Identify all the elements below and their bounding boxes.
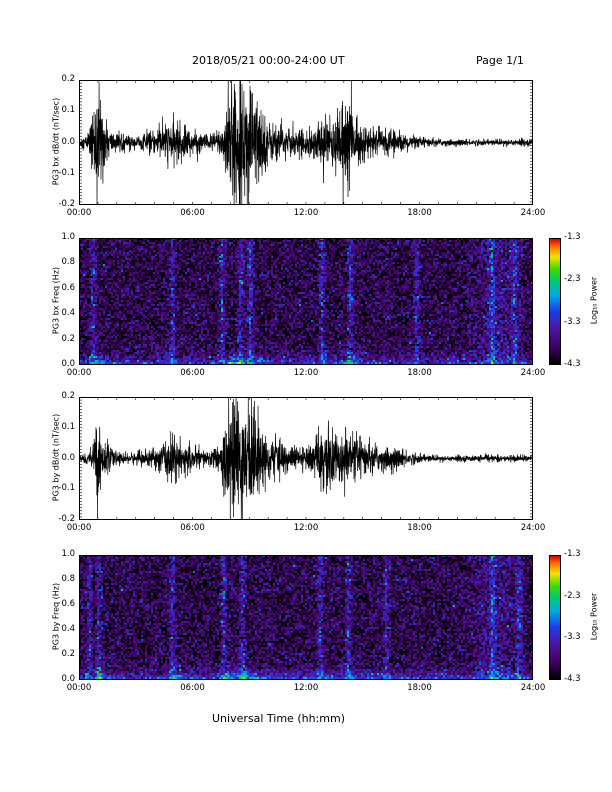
spectrogram-heatmap	[79, 238, 533, 365]
page-indicator: Page 1/1	[476, 54, 524, 67]
colorbar	[549, 238, 561, 365]
y-axis-title-freq: PG3 by Freq (Hz)	[51, 582, 61, 650]
y-tick-label: -0.2	[58, 199, 75, 209]
x-tick-label: 24:00	[520, 683, 546, 693]
x-tick-label: 24:00	[520, 368, 546, 378]
y-tick-label: 1.0	[61, 232, 75, 242]
x-tick-label: 12:00	[293, 208, 319, 218]
colorbar-tick-label: -3.3	[564, 632, 581, 643]
colorbar-tick-label: -4.3	[564, 674, 581, 684]
x-tick-label: 06:00	[180, 368, 205, 378]
colorbar-tick-label: -3.3	[564, 316, 581, 327]
y-tick-label: 0.4	[61, 624, 75, 634]
x-tick-label: 24:00	[520, 208, 546, 218]
y-axis-title-dbdt: PG3 by dB/dt (nT/sec)	[51, 413, 61, 501]
y-tick-label: 0.2	[61, 74, 75, 84]
y-tick-label: 0.0	[61, 452, 75, 463]
y-tick-label: 0.6	[61, 599, 75, 609]
x-tick-label: 06:00	[180, 523, 205, 533]
y-axis-title-dbdt: PG3 bx dB/dt (nT/sec)	[51, 97, 61, 185]
x-tick-label: 18:00	[407, 208, 432, 218]
y-tick-label: 0.1	[61, 421, 75, 432]
series-line	[79, 397, 533, 520]
y-tick-label: 0.0	[61, 136, 75, 147]
x-tick-label: 06:00	[180, 683, 205, 693]
x-tick-label: 06:00	[180, 208, 205, 218]
y-tick-label: 0.6	[61, 282, 75, 293]
y-tick-label: -0.2	[58, 514, 75, 524]
y-axis-title-freq: PG3 bx Freq (Hz)	[51, 266, 61, 334]
y-tick-label: 0.4	[61, 308, 75, 319]
colorbar-title: Log₁₀ Power	[589, 592, 599, 640]
colorbar-tick-label: -2.3	[564, 274, 581, 285]
x-tick-label: 12:00	[293, 368, 319, 378]
y-tick-label: 0.1	[61, 105, 75, 116]
spectrogram-heatmap	[79, 555, 533, 680]
y-tick-label: 0.0	[61, 359, 75, 369]
plot-title: 2018/05/21 00:00-24:00 UT	[192, 54, 345, 67]
colorbar-tick-label: -2.3	[564, 590, 581, 601]
y-tick-label: 0.2	[61, 391, 75, 401]
plot-frame	[79, 397, 533, 520]
x-axis-title: Universal Time (hh:mm)	[212, 712, 345, 725]
plot-frame	[79, 238, 533, 365]
y-tick-label: 0.8	[61, 574, 75, 584]
plot-frame	[79, 80, 533, 205]
y-tick-label: -0.1	[58, 167, 75, 178]
y-tick-label: 1.0	[61, 549, 75, 559]
x-tick-label: 00:00	[66, 368, 92, 378]
y-tick-label: 0.2	[61, 333, 75, 344]
colorbar-title: Log₁₀ Power	[589, 276, 599, 324]
series-line	[79, 80, 533, 205]
x-tick-label: 00:00	[66, 683, 92, 693]
colorbar-tick-label: -4.3	[564, 359, 581, 369]
x-tick-label: 00:00	[66, 523, 92, 533]
y-tick-label: 0.0	[61, 674, 75, 684]
colorbar-tick-label: -1.3	[564, 549, 581, 559]
colorbar-tick-label: -1.3	[564, 232, 581, 242]
x-tick-label: 18:00	[407, 523, 432, 533]
colorbar	[549, 555, 561, 680]
x-tick-label: 18:00	[407, 368, 432, 378]
x-tick-label: 18:00	[407, 683, 432, 693]
x-tick-label: 12:00	[293, 683, 319, 693]
y-tick-label: -0.1	[58, 483, 75, 494]
x-tick-label: 12:00	[293, 523, 319, 533]
plot-frame	[79, 555, 533, 680]
x-tick-label: 24:00	[520, 523, 546, 533]
x-tick-label: 00:00	[66, 208, 92, 218]
y-tick-label: 0.2	[61, 649, 75, 659]
y-tick-label: 0.8	[61, 257, 75, 268]
